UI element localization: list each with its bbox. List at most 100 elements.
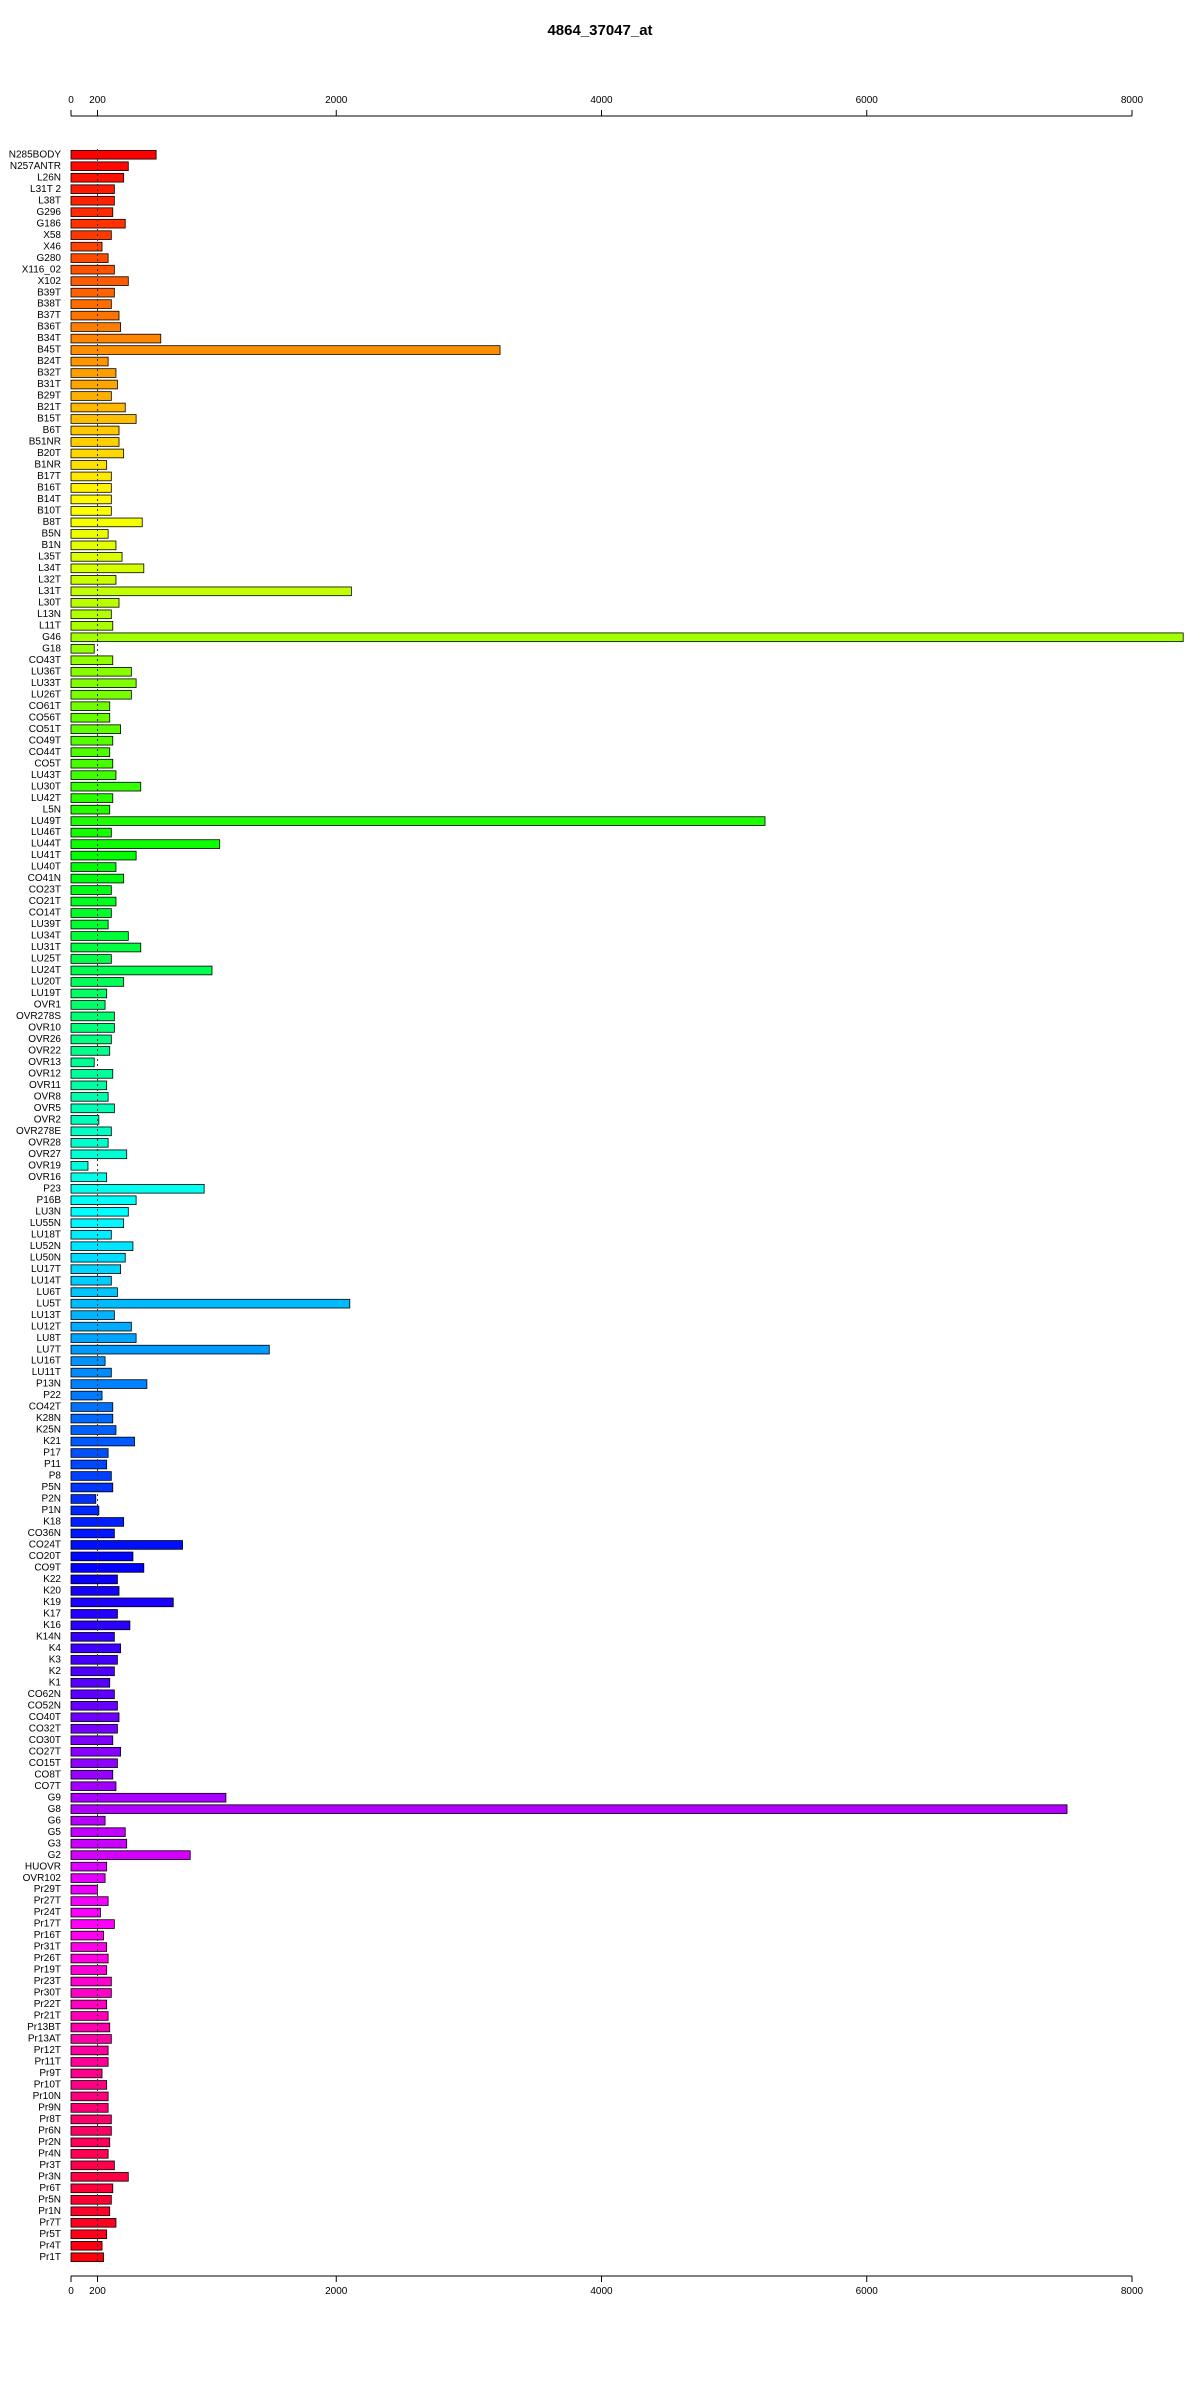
y-tick-label: B38T — [37, 299, 61, 310]
y-tick-label: P2N — [42, 1494, 61, 1505]
bar — [70, 1448, 109, 1458]
y-tick-label: Pr29T — [34, 1884, 61, 1895]
y-tick-label: Pr24T — [34, 1907, 61, 1918]
bar — [70, 655, 114, 666]
bar — [70, 1172, 108, 1183]
y-tick-label: K20 — [43, 1586, 61, 1597]
x-tick-label: 0 — [68, 2286, 74, 2297]
bar — [70, 2160, 115, 2171]
y-tick-label: CO36N — [28, 1528, 61, 1539]
bar — [70, 1792, 227, 1803]
y-tick-label: B29T — [37, 391, 61, 402]
y-tick-label: G186 — [37, 218, 62, 229]
bar — [70, 1425, 117, 1435]
y-tick-label: Pr4N — [38, 2148, 61, 2159]
bar — [70, 2022, 111, 2033]
bar — [70, 2045, 109, 2056]
bar — [70, 552, 123, 562]
y-tick-label: CO49T — [29, 735, 61, 746]
bar — [70, 1080, 108, 1091]
bar — [70, 839, 221, 849]
y-tick-label: Pr1T — [39, 2252, 61, 2263]
y-tick-label: K25N — [36, 1425, 61, 1436]
x-tick-label: 8000 — [1121, 2286, 1144, 2297]
y-tick-label: Pr30T — [34, 1988, 61, 1999]
y-tick-label: Pr9T — [39, 2068, 61, 2079]
y-tick-label: G2 — [48, 1850, 62, 1861]
bar — [70, 827, 112, 838]
bar — [70, 2206, 111, 2217]
y-tick-label: LU25T — [31, 954, 61, 965]
y-tick-label: OVR11 — [29, 1080, 61, 1091]
bar — [70, 804, 111, 815]
bar — [70, 621, 114, 631]
y-tick-label: CO27T — [29, 1746, 61, 1757]
bar — [70, 1632, 115, 1642]
y-tick-label: OVR5 — [34, 1103, 62, 1114]
bar — [70, 1275, 112, 1286]
bar — [70, 1241, 134, 1251]
y-tick-label: CO62N — [28, 1689, 61, 1700]
y-tick-label: LU39T — [31, 919, 61, 930]
y-tick-label: LU3N — [35, 1206, 61, 1217]
y-tick-label: Pr3N — [38, 2171, 61, 2182]
y-tick-label: LU16T — [31, 1356, 61, 1367]
y-tick-label: L34T — [38, 563, 61, 574]
y-tick-label: G9 — [48, 1792, 62, 1803]
bar — [70, 1413, 114, 1424]
bar — [70, 908, 112, 918]
x-tick-label: 6000 — [856, 2286, 879, 2297]
y-tick-label: LU44T — [31, 839, 61, 850]
y-tick-label: OVR26 — [28, 1034, 61, 1045]
bar — [70, 1896, 109, 1906]
bar — [70, 735, 114, 746]
bar — [70, 517, 143, 528]
y-tick-label: K19 — [43, 1597, 61, 1608]
bar — [70, 333, 162, 344]
bar — [70, 678, 137, 689]
bar — [70, 2195, 112, 2205]
y-tick-label: Pr10N — [33, 2091, 61, 2102]
y-tick-label: LU41T — [31, 850, 61, 861]
y-tick-label: LU5T — [37, 1298, 61, 1309]
y-tick-label: Pr11T — [35, 2057, 62, 2068]
bar — [70, 1206, 129, 1217]
bar — [70, 793, 114, 803]
y-tick-label: K28N — [36, 1413, 61, 1424]
bar — [70, 2091, 109, 2102]
y-tick-label: Pr19T — [34, 1965, 61, 1976]
bar — [70, 1563, 145, 1573]
y-tick-label: OVR27 — [28, 1149, 61, 1160]
bar — [70, 1769, 114, 1780]
y-tick-label: X102 — [38, 276, 62, 287]
bar — [70, 563, 145, 574]
y-tick-label: B21T — [37, 402, 61, 413]
bar — [70, 770, 117, 780]
bar — [70, 2252, 104, 2263]
y-tick-label: Pr9N — [38, 2103, 61, 2114]
y-tick-label: CO14T — [29, 908, 61, 919]
y-tick-label: B45T — [37, 345, 61, 356]
bar — [70, 1838, 128, 1849]
y-tick-label: L30T — [38, 597, 61, 608]
bar — [70, 850, 137, 861]
bar — [70, 644, 95, 654]
bar — [70, 1195, 137, 1206]
bar — [70, 609, 112, 620]
bar — [70, 1643, 122, 1654]
bar — [70, 1942, 108, 1952]
bar — [70, 207, 114, 217]
bar — [70, 2011, 109, 2021]
bar — [70, 1011, 115, 1022]
y-tick-label: CO32T — [29, 1723, 61, 1734]
bar — [70, 747, 111, 757]
y-tick-label: Pr7T — [39, 2217, 61, 2228]
bar — [70, 575, 117, 585]
y-tick-label: LU20T — [31, 977, 61, 988]
bar — [70, 529, 109, 539]
y-tick-label: LU31T — [31, 942, 61, 953]
bar — [70, 1517, 125, 1527]
bar — [70, 1000, 106, 1010]
bar — [70, 1551, 134, 1562]
y-tick-label: L13N — [37, 609, 61, 620]
